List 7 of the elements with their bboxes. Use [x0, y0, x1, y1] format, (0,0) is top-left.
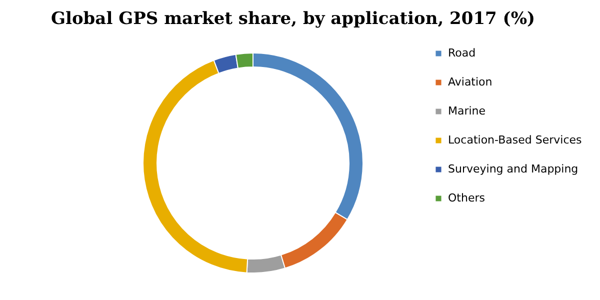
legend-label: Others: [448, 192, 486, 204]
legend-label: Marine: [448, 104, 486, 118]
chart-title: Global GPS market share, by application, 2017 (%): [50, 9, 536, 29]
legend-label: Road: [448, 46, 476, 60]
legend-label: Location-Based Services: [448, 134, 582, 146]
legend-label: Aviation: [448, 76, 492, 88]
legend-label: Surveying and Mapping: [448, 162, 578, 176]
